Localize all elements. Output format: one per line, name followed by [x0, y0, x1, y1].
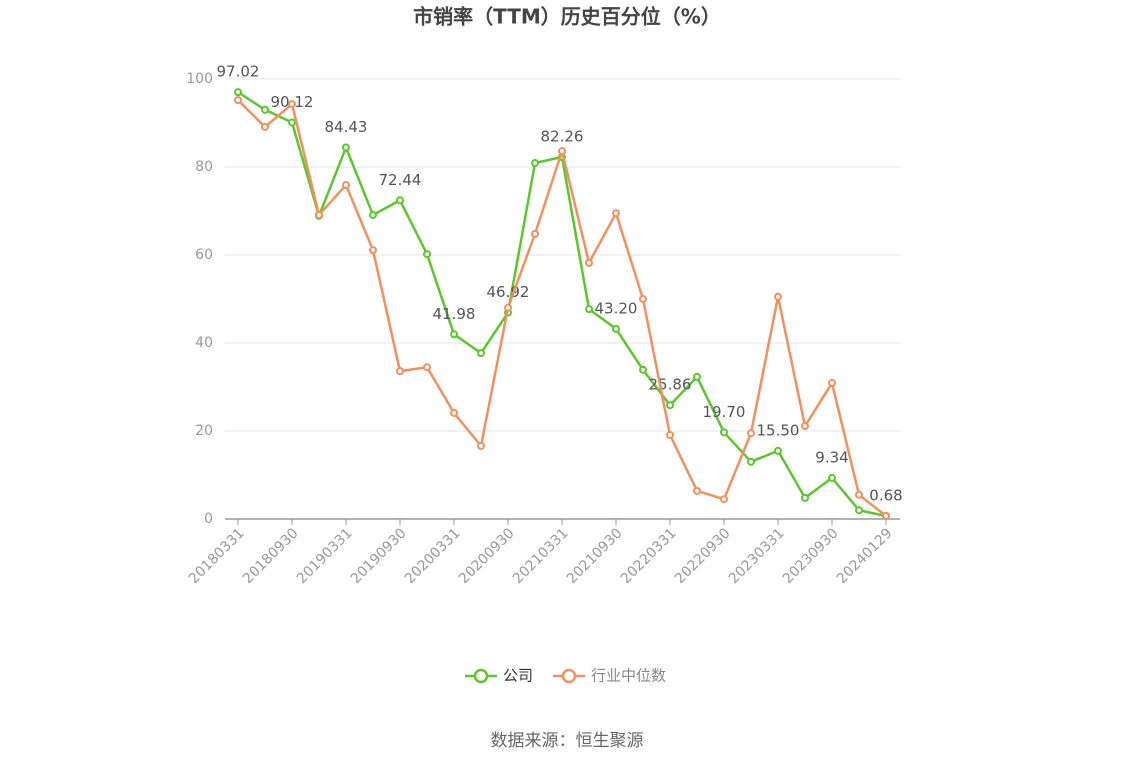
data-point — [477, 349, 485, 358]
x-tick-label: 20190930 — [348, 525, 410, 587]
data-point — [693, 372, 701, 381]
data-point — [369, 210, 377, 219]
data-point — [234, 96, 242, 105]
data-point — [855, 490, 863, 499]
data-label: 82.26 — [541, 128, 584, 146]
y-tick-label: 0 — [204, 511, 213, 527]
y-tick-label: 60 — [195, 247, 213, 263]
data-point — [234, 88, 242, 97]
data-point — [666, 401, 674, 410]
data-label: 97.02 — [217, 63, 260, 81]
source-note: 数据来源：恒生聚源 — [491, 731, 644, 751]
legend-item[interactable]: 行业中位数 — [553, 667, 666, 685]
data-point — [666, 430, 674, 439]
x-tick-label: 20240129 — [834, 525, 896, 587]
x-tick-label: 20180930 — [240, 525, 302, 587]
data-point — [288, 100, 296, 109]
y-tick-label: 20 — [195, 423, 213, 439]
data-point — [450, 330, 458, 339]
data-point — [342, 143, 350, 152]
data-point — [612, 324, 620, 333]
legend-marker — [473, 668, 489, 684]
data-point — [531, 159, 539, 168]
data-label: 9.34 — [815, 448, 848, 466]
data-point — [747, 429, 755, 438]
data-point — [855, 506, 863, 515]
x-tick-label: 20200930 — [456, 525, 518, 587]
data-point — [531, 229, 539, 238]
legend-marker — [561, 668, 577, 684]
data-point — [369, 246, 377, 255]
data-label: 43.20 — [595, 299, 638, 317]
x-tick-label: 20180331 — [186, 525, 248, 587]
data-point — [504, 303, 512, 312]
data-point — [288, 118, 296, 127]
data-point — [342, 181, 350, 190]
x-tick-label: 20210331 — [510, 525, 572, 587]
x-tick-label: 20210930 — [564, 525, 626, 587]
data-point — [450, 408, 458, 417]
data-point — [774, 292, 782, 301]
data-label: 0.68 — [869, 487, 902, 505]
data-point — [423, 363, 431, 372]
x-tick-label: 20200331 — [402, 525, 464, 587]
data-point — [882, 511, 890, 520]
data-label: 19.70 — [703, 403, 746, 421]
data-point — [315, 210, 323, 219]
data-point — [396, 367, 404, 376]
data-point — [585, 258, 593, 267]
y-tick-label: 100 — [186, 71, 213, 87]
data-point — [801, 422, 809, 431]
chart-title: 市销率（TTM）历史百分位（%） — [413, 5, 721, 29]
data-point — [747, 457, 755, 466]
data-point — [774, 446, 782, 455]
x-tick-label: 20190331 — [294, 525, 356, 587]
x-tick-label: 20230331 — [726, 525, 788, 587]
data-point — [801, 493, 809, 502]
data-point — [720, 428, 728, 437]
data-label: 25.86 — [649, 376, 692, 394]
data-point — [423, 250, 431, 259]
x-tick-label: 20230930 — [780, 525, 842, 587]
data-label: 46.92 — [487, 283, 530, 301]
x-tick-label: 20220930 — [672, 525, 734, 587]
data-point — [261, 122, 269, 131]
data-point — [828, 473, 836, 482]
data-point — [693, 486, 701, 495]
data-label: 15.50 — [757, 421, 800, 439]
data-label: 84.43 — [325, 118, 368, 136]
data-point — [477, 441, 485, 450]
data-point — [828, 379, 836, 388]
data-point — [396, 196, 404, 205]
y-tick-label: 80 — [195, 159, 213, 175]
data-point — [261, 105, 269, 114]
y-tick-label: 40 — [195, 335, 213, 351]
legend-label: 公司 — [503, 667, 533, 685]
data-point — [585, 305, 593, 314]
data-point — [558, 147, 566, 156]
legend-item[interactable]: 公司 — [465, 667, 533, 685]
data-point — [639, 295, 647, 303]
data-point — [639, 365, 647, 374]
data-label: 72.44 — [379, 171, 422, 189]
data-point — [612, 209, 620, 218]
data-point — [720, 495, 728, 504]
data-label: 41.98 — [433, 305, 476, 323]
legend-label: 行业中位数 — [591, 667, 666, 685]
x-tick-label: 20220331 — [618, 525, 680, 587]
